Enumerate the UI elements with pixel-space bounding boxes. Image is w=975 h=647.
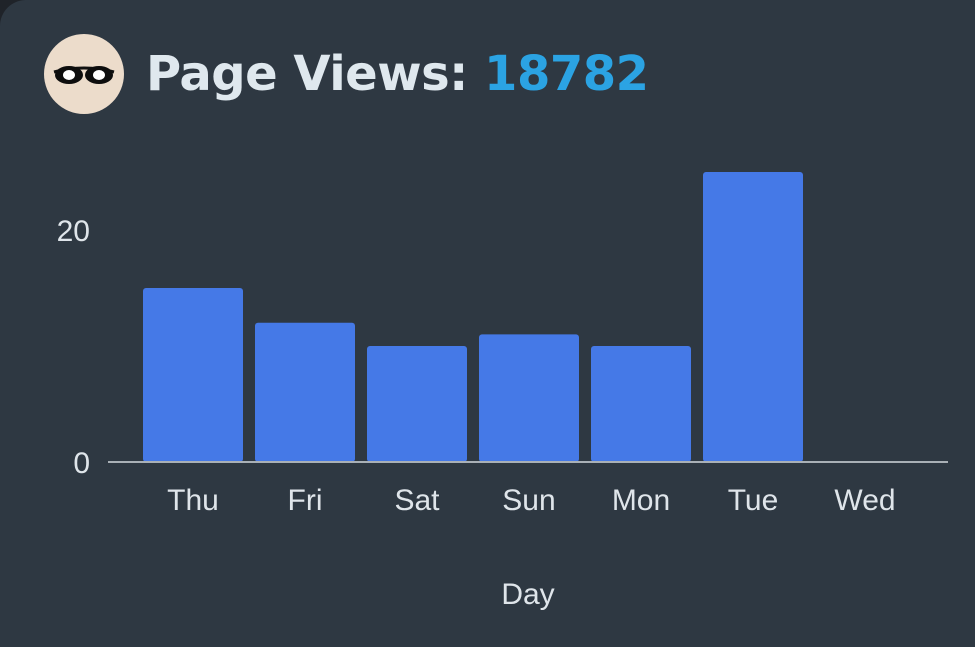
chart-header: Page Views: 18782 xyxy=(44,34,649,114)
x-tick-sat: Sat xyxy=(394,484,440,517)
bar-sun[interactable] xyxy=(479,334,579,462)
bars-group xyxy=(143,172,803,462)
title-label: Page Views: xyxy=(146,46,468,102)
bar-mon[interactable] xyxy=(591,346,691,462)
y-tick-labels: 0 20 xyxy=(57,215,90,480)
x-tick-sun: Sun xyxy=(502,484,555,517)
bar-sat[interactable] xyxy=(367,346,467,462)
page-title: Page Views: 18782 xyxy=(146,46,649,102)
bar-thu[interactable] xyxy=(143,288,243,462)
bar-tue[interactable] xyxy=(703,172,803,462)
avatar[interactable] xyxy=(44,34,124,114)
sunglasses-icon xyxy=(53,66,115,84)
x-axis-label: Day xyxy=(501,578,554,611)
x-tick-labels: Thu Fri Sat Sun Mon Tue Wed xyxy=(167,484,895,517)
x-tick-tue: Tue xyxy=(728,484,779,517)
x-tick-wed: Wed xyxy=(834,484,895,517)
y-tick-0: 0 xyxy=(73,447,90,480)
x-tick-thu: Thu xyxy=(167,484,219,517)
y-tick-20: 20 xyxy=(57,215,90,248)
bar-fri[interactable] xyxy=(255,322,355,462)
x-tick-fri: Fri xyxy=(288,484,323,517)
page-views-count: 18782 xyxy=(484,46,649,102)
x-tick-mon: Mon xyxy=(612,484,670,517)
